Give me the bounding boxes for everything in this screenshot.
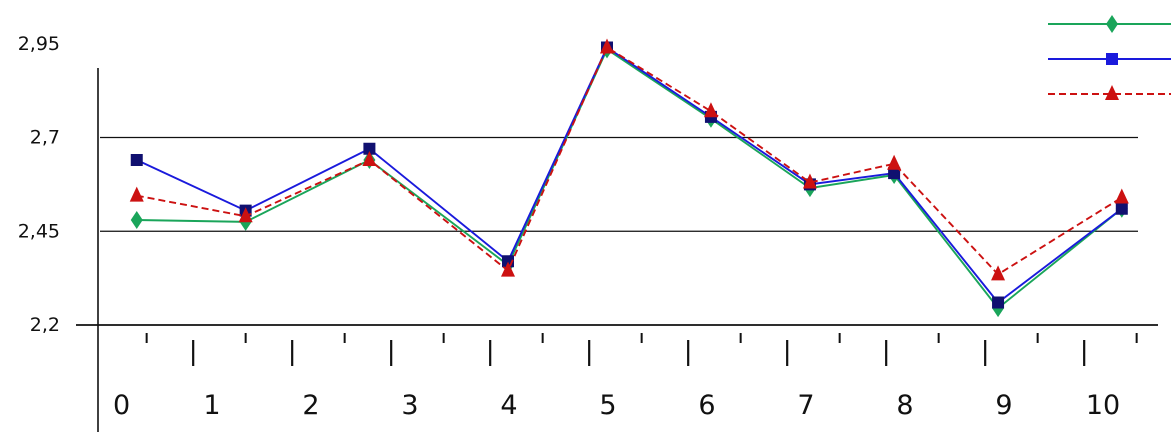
series-marker [888,167,901,180]
series-lines [129,38,1129,318]
series-marker [130,154,143,166]
y-tick-label: 2,95 [18,33,60,55]
series-marker [129,186,144,202]
series-path [136,46,1123,304]
legend [1048,15,1171,100]
series-marker [802,173,817,189]
grid-lines [100,136,1138,232]
series-line [129,38,1129,281]
x-tick-label: 9 [995,390,1012,421]
x-tick-label: 1 [203,390,220,421]
x-tick-label: 5 [599,390,616,421]
series-line [130,41,1128,309]
legend-entry [1048,15,1171,33]
series-path [136,47,1123,310]
series-marker [600,38,614,54]
series-marker [1105,85,1119,100]
x-tick-label: 3 [401,390,418,421]
x-axis-ticks [145,333,1138,366]
series-marker [887,154,902,170]
axes [76,68,1158,432]
series-marker [1115,202,1128,215]
y-tick-labels: 2,95 2,7 2,45 2,2 [18,33,60,336]
series-marker [703,102,718,118]
x-tick-label: 8 [896,390,913,421]
legend-entry [1048,53,1171,65]
x-tick-label: 2 [302,390,319,421]
series-marker [991,265,1006,281]
series-marker [238,207,253,223]
series-marker [992,296,1005,309]
x-tick-label: 10 [1086,390,1120,421]
y-tick-label: 2,7 [30,127,60,149]
series-marker [363,142,376,155]
series-marker [1106,15,1118,33]
series-marker [130,211,143,229]
series-marker [1114,188,1129,204]
legend-entry [1048,85,1171,100]
y-tick-label: 2,2 [30,314,60,336]
x-tick-label: 0 [113,390,130,421]
x-tick-label: 7 [797,390,814,421]
series-marker [362,151,377,166]
series-line [130,40,1128,318]
x-tick-labels: 0 1 2 3 4 5 6 7 8 9 10 [113,390,1120,421]
y-tick-label: 2,45 [18,220,60,242]
x-tick-label: 6 [698,390,715,421]
x-tick-label: 4 [500,390,517,421]
series-marker [501,261,515,277]
series-path [136,46,1123,276]
series-marker [1106,53,1118,65]
